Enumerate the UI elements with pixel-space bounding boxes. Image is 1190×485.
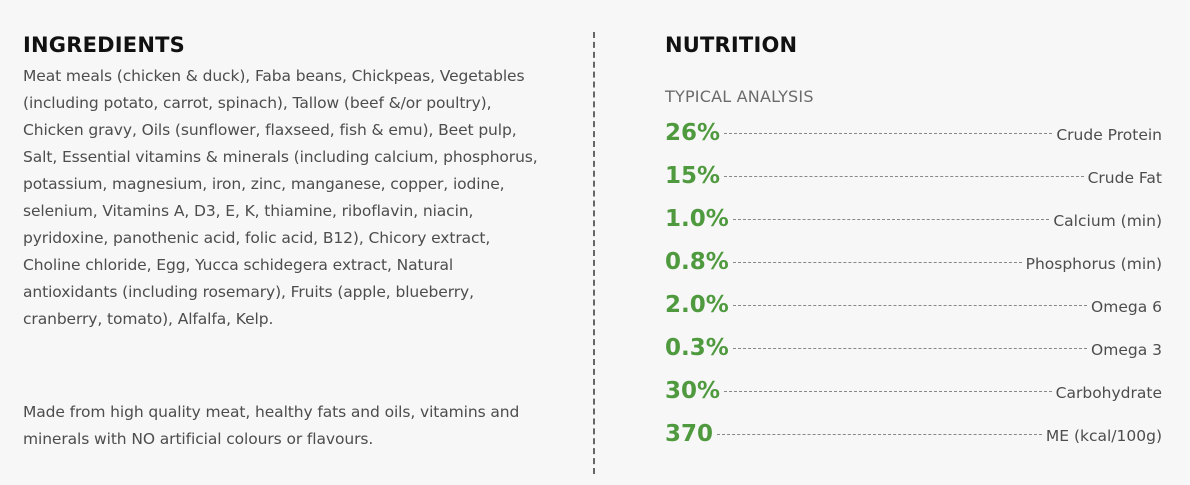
nutrition-value: 15% <box>665 163 721 189</box>
ingredients-section: INGREDIENTS Meat meals (chicken & duck),… <box>23 30 543 448</box>
nutrition-row-crude-protein: 26% Crude Protein <box>665 120 1162 163</box>
dotted-leader <box>724 391 1052 392</box>
nutrition-label: Omega 3 <box>1091 341 1162 359</box>
nutrition-label: ME (kcal/100g) <box>1045 427 1162 445</box>
nutrition-label: Omega 6 <box>1091 298 1162 316</box>
dotted-leader <box>717 434 1042 435</box>
nutrition-analysis-list: 26% Crude Protein 15% Crude Fat 1.0% Cal… <box>665 120 1162 464</box>
nutrition-value: 0.3% <box>665 335 729 361</box>
nutrition-row-carbohydrate: 30% Carbohydrate <box>665 378 1162 421</box>
dotted-leader <box>732 262 1022 263</box>
dotted-leader <box>732 348 1088 349</box>
ingredients-heading: INGREDIENTS <box>23 33 185 57</box>
nutrition-section: NUTRITION TYPICAL ANALYSIS 26% Crude Pro… <box>665 30 1162 480</box>
nutrition-row-phosphorus: 0.8% Phosphorus (min) <box>665 249 1162 292</box>
nutrition-label: Calcium (min) <box>1053 212 1162 230</box>
nutrition-row-calcium: 1.0% Calcium (min) <box>665 206 1162 249</box>
nutrition-row-omega-6: 2.0% Omega 6 <box>665 292 1162 335</box>
nutrition-row-omega-3: 0.3% Omega 3 <box>665 335 1162 378</box>
product-note: Made from high quality meat, healthy fat… <box>23 403 520 448</box>
nutrition-value: 26% <box>665 120 721 146</box>
dotted-leader <box>732 219 1050 220</box>
dotted-leader <box>732 305 1088 306</box>
nutrition-value: 2.0% <box>665 292 729 318</box>
nutrition-row-crude-fat: 15% Crude Fat <box>665 163 1162 206</box>
nutrition-label: Crude Fat <box>1087 169 1162 187</box>
nutrition-label: Crude Protein <box>1056 126 1162 144</box>
column-divider <box>593 32 595 474</box>
nutrition-value: 30% <box>665 378 721 404</box>
dotted-leader <box>724 133 1053 134</box>
nutrition-label: Carbohydrate <box>1055 384 1162 402</box>
ingredients-list-text: Meat meals (chicken & duck), Faba beans,… <box>23 67 538 328</box>
nutrition-heading: NUTRITION <box>665 33 798 57</box>
nutrition-label: Phosphorus (min) <box>1025 255 1162 273</box>
nutrition-value: 370 <box>665 421 714 447</box>
typical-analysis-subheading: TYPICAL ANALYSIS <box>665 87 814 106</box>
nutrition-value: 1.0% <box>665 206 729 232</box>
nutrition-value: 0.8% <box>665 249 729 275</box>
dotted-leader <box>724 176 1084 177</box>
nutrition-row-metabolisable-energy: 370 ME (kcal/100g) <box>665 421 1162 464</box>
